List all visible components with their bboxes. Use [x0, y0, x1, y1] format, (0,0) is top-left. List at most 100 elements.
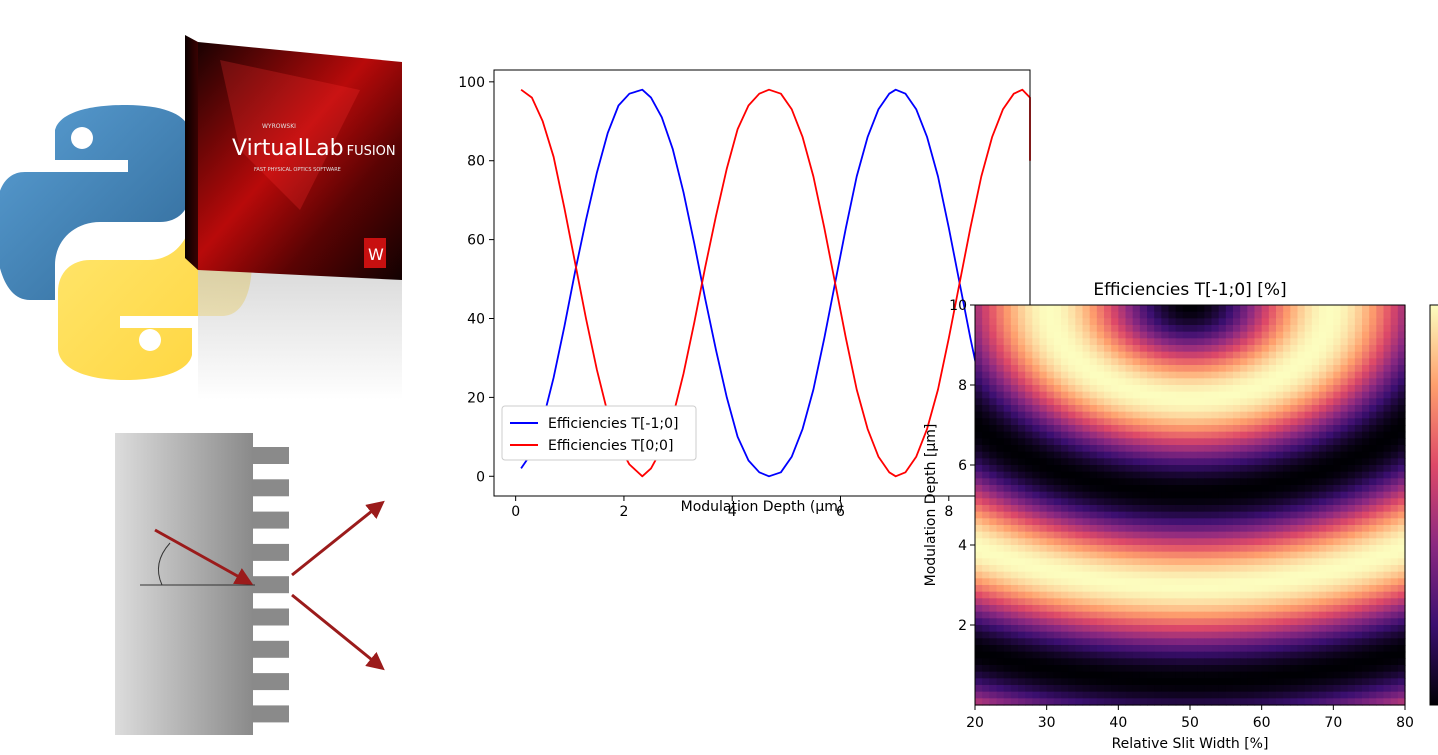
- heatmap-cell: [1369, 518, 1377, 526]
- heatmap-cell: [1362, 431, 1370, 439]
- heatmap-cell: [1276, 691, 1284, 699]
- heatmap-x-tick-label: 30: [1038, 715, 1056, 731]
- heatmap-cell: [1390, 698, 1399, 706]
- heatmap-cell: [1319, 478, 1327, 486]
- heatmap-cell: [1082, 605, 1091, 613]
- heatmap-cell: [1233, 598, 1241, 606]
- heatmap-cell: [1233, 438, 1241, 446]
- heatmap-cell: [1182, 605, 1191, 613]
- heatmap-cell: [1326, 451, 1334, 459]
- heatmap-cell: [1397, 671, 1406, 679]
- heatmap-cell: [1132, 638, 1141, 646]
- heatmap-cell: [1354, 391, 1363, 399]
- heatmap-cell: [1268, 338, 1277, 346]
- heatmap-cell: [1132, 331, 1141, 339]
- heatmap-cell: [1061, 431, 1069, 439]
- heatmap-cell: [1225, 631, 1234, 639]
- heatmap-cell: [1018, 625, 1026, 633]
- heatmap-cell: [1039, 671, 1048, 679]
- heatmap-cell: [1010, 678, 1019, 686]
- heatmap-cell: [975, 438, 983, 446]
- heatmap-cell: [1333, 691, 1342, 699]
- heatmap-cell: [1319, 418, 1327, 426]
- heatmap-cell: [1276, 625, 1284, 633]
- heatmap-cell: [1340, 471, 1349, 479]
- heatmap-cell: [1003, 678, 1012, 686]
- heatmap-cell: [1319, 685, 1327, 693]
- heatmap-cell: [1204, 645, 1213, 653]
- heatmap-cell: [1032, 411, 1041, 419]
- heatmap-cell: [1053, 545, 1062, 553]
- heatmap-cell: [1075, 525, 1084, 533]
- heatmap-cell: [989, 478, 998, 486]
- heatmap-cell: [1397, 658, 1406, 666]
- heatmap-cell: [1161, 565, 1170, 573]
- heatmap-cell: [1347, 458, 1356, 466]
- heatmap-cell: [1326, 598, 1334, 606]
- heatmap-cell: [1096, 318, 1105, 326]
- heatmap-cell: [1204, 458, 1213, 466]
- heatmap-cell: [1061, 558, 1069, 566]
- heatmap-cell: [1397, 491, 1406, 499]
- heatmap-cell: [975, 311, 983, 319]
- heatmap-cell: [1053, 418, 1062, 426]
- heatmap-cell: [1326, 465, 1334, 473]
- heatmap-cell: [1326, 518, 1334, 526]
- heatmap-cell: [1240, 458, 1248, 466]
- heatmap-cell: [1197, 365, 1205, 373]
- heatmap-cell: [1032, 431, 1041, 439]
- heatmap-cell: [1218, 518, 1227, 526]
- heatmap-cell: [1025, 585, 1033, 593]
- heatmap-cell: [1240, 678, 1248, 686]
- heatmap-cell: [1010, 585, 1019, 593]
- heatmap-cell: [1010, 405, 1019, 413]
- heatmap-cell: [1319, 305, 1327, 313]
- heatmap-cell: [1276, 418, 1284, 426]
- heatmap-cell: [1390, 505, 1399, 513]
- heatmap-cell: [982, 645, 990, 653]
- heatmap-cell: [1068, 505, 1076, 513]
- heatmap-cell: [1190, 385, 1198, 393]
- heatmap-cell: [1333, 551, 1342, 559]
- heatmap-cell: [1297, 591, 1306, 599]
- heatmap-cell: [1240, 518, 1248, 526]
- heatmap-cell: [1132, 571, 1141, 579]
- heatmap-cell: [1240, 671, 1248, 679]
- heatmap-y-tick-label: 10: [949, 298, 967, 314]
- heatmap-cell: [1025, 571, 1033, 579]
- heatmap-cell: [996, 691, 1005, 699]
- heatmap-cell: [1111, 625, 1119, 633]
- heatmap-cell: [1075, 418, 1084, 426]
- heatmap-cell: [1268, 345, 1277, 353]
- heatmap-cell: [996, 385, 1005, 393]
- heatmap-cell: [1204, 665, 1213, 673]
- heatmap-cell: [1225, 591, 1234, 599]
- heatmap-cell: [1340, 698, 1349, 706]
- heatmap-cell: [1347, 418, 1356, 426]
- heatmap-cell: [1053, 511, 1062, 519]
- heatmap-cell: [1147, 578, 1155, 586]
- heatmap-cell: [1003, 318, 1012, 326]
- heatmap-cell: [1204, 365, 1213, 373]
- heatmap-cell: [989, 471, 998, 479]
- heatmap-cell: [1089, 518, 1098, 526]
- heatmap-cell: [1211, 451, 1220, 459]
- heatmap-cell: [1390, 318, 1399, 326]
- heatmap-cell: [1311, 618, 1320, 626]
- heatmap-cell: [1111, 645, 1119, 653]
- heatmap-cell: [1046, 391, 1055, 399]
- heatmap-cell: [1397, 445, 1406, 453]
- heatmap-cell: [1383, 598, 1392, 606]
- heatmap-cell: [1397, 318, 1406, 326]
- heatmap-cell: [1218, 605, 1227, 613]
- heatmap-cell: [1075, 685, 1084, 693]
- heatmap-cell: [1003, 398, 1012, 406]
- heatmap-cell: [996, 498, 1005, 506]
- heatmap-cell: [1319, 438, 1327, 446]
- heatmap-cell: [1204, 465, 1213, 473]
- heatmap-cell: [1025, 598, 1033, 606]
- heatmap-cell: [1333, 378, 1342, 386]
- heatmap-cell: [1053, 578, 1062, 586]
- heatmap-cell: [1018, 571, 1026, 579]
- heatmap-cell: [1211, 645, 1220, 653]
